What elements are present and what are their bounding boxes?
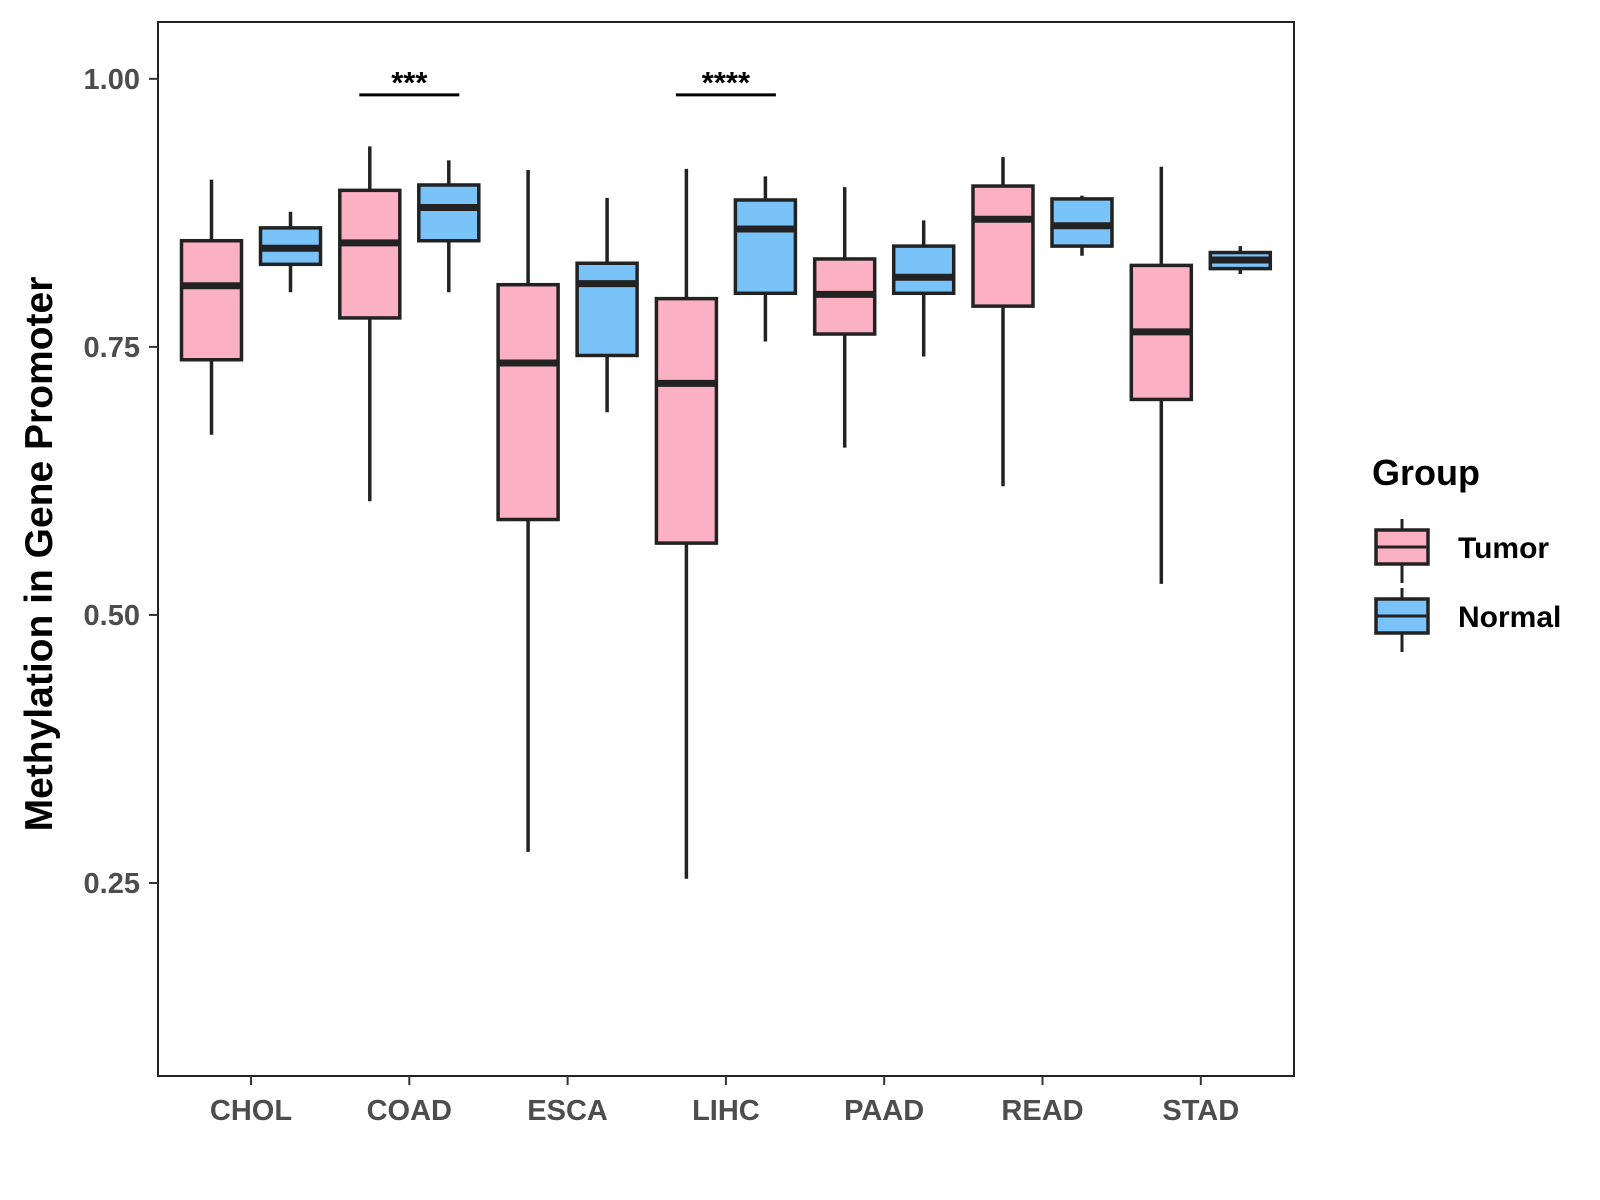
box-normal-stad [1208, 246, 1273, 274]
box-tumor-coad [338, 146, 402, 502]
x-tick-label-stad: STAD [1162, 1095, 1239, 1127]
x-tick-label-lihc: LIHC [692, 1095, 760, 1127]
y-axis: 0.25 0.50 0.75 1.00 [84, 64, 158, 900]
panel-border [157, 21, 1295, 1077]
y-axis-title: Methylation in Gene Promoter [18, 277, 61, 832]
box-body [891, 244, 956, 296]
significance-annotations: *** **** [359, 65, 776, 100]
box-normal-esca [575, 197, 639, 413]
x-tick-label-esca: ESCA [527, 1095, 608, 1127]
box-body [179, 238, 244, 362]
y-tick-label: 1.00 [84, 64, 140, 96]
x-tick-label-chol: CHOL [210, 1095, 292, 1127]
plot-panel [157, 21, 1295, 1077]
legend-item-tumor: Tumor [1374, 519, 1549, 583]
box-body [417, 183, 481, 243]
x-tick-label-coad: COAD [367, 1095, 452, 1127]
x-axis: CHOL COAD ESCA LIHC PAAD READ STAD [210, 1076, 1239, 1127]
box-tumor-lihc [654, 168, 719, 879]
box-tumor-stad [1129, 166, 1194, 584]
legend-item-normal: Normal [1374, 588, 1561, 652]
x-tick-label-read: READ [1001, 1095, 1083, 1127]
box-normal-paad [891, 220, 956, 357]
box-normal-chol [258, 211, 323, 293]
box-tumor-chol [179, 179, 244, 435]
box-tumor-read [971, 157, 1035, 487]
x-tick-label-paad: PAAD [844, 1095, 924, 1127]
significance-label: *** [391, 65, 428, 100]
legend: Group Tumor Normal [1372, 452, 1561, 652]
boxes-layer [179, 146, 1273, 879]
y-tick-label: 0.25 [84, 868, 140, 900]
box-tumor-paad [812, 187, 877, 448]
box-normal-read [1050, 195, 1114, 256]
box-normal-lihc [733, 176, 798, 342]
y-tick-label: 0.75 [84, 332, 140, 364]
box-body [338, 188, 402, 320]
significance-label: **** [702, 65, 751, 100]
legend-title: Group [1372, 452, 1480, 493]
legend-label-tumor: Tumor [1458, 532, 1549, 565]
box-body [654, 296, 719, 545]
legend-label-normal: Normal [1458, 601, 1561, 634]
box-tumor-esca [496, 169, 560, 852]
box-body [733, 198, 798, 296]
y-tick-label: 0.50 [84, 600, 140, 632]
box-body [971, 184, 1035, 308]
box-body [496, 282, 560, 522]
box-body [575, 261, 639, 358]
box-normal-coad [417, 160, 481, 293]
